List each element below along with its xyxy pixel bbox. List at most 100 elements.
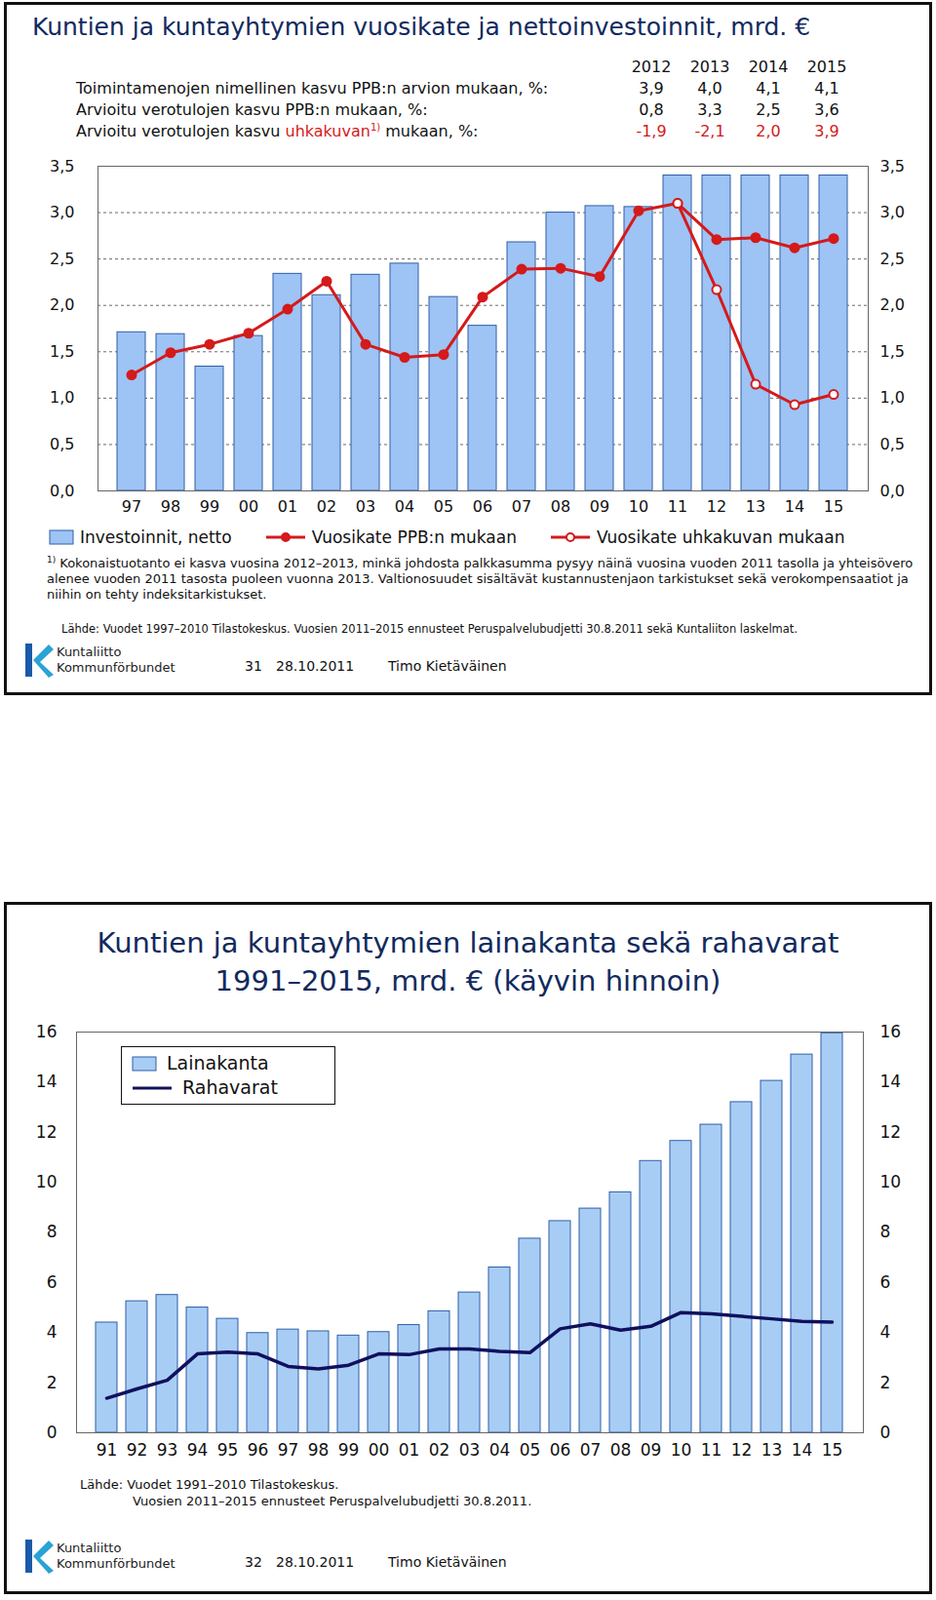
- svg-text:07: 07: [511, 497, 532, 516]
- svg-text:1,5: 1,5: [880, 342, 905, 361]
- html-text:Toimintamenojen nimellinen kas: Toimintamenojen nimellinen kasvu PPB:n a…: [76, 78, 549, 98]
- svg-text:4: 4: [880, 1322, 892, 1342]
- svg-text:00: 00: [368, 1440, 390, 1460]
- html-text:Arvioitu verotulojen kasvu uhk: Arvioitu verotulojen kasvu uhkakuvan1)mu…: [76, 121, 479, 141]
- svg-text:2: 2: [880, 1372, 892, 1393]
- html-text:1991–2015, mrd. € (käyvin hinn: 1991–2015, mrd. € (käyvin hinnoin): [215, 964, 721, 998]
- svg-text:2,5: 2,5: [880, 249, 905, 269]
- html-text:-2,1: -2,1: [694, 121, 726, 141]
- svg-text:16: 16: [880, 1021, 902, 1042]
- svg-text:02: 02: [316, 497, 337, 516]
- svg-text:0,5: 0,5: [880, 434, 905, 454]
- svg-text:06: 06: [549, 1440, 572, 1460]
- svg-text:12: 12: [731, 1440, 753, 1460]
- svg-text:12: 12: [880, 1122, 902, 1142]
- html-text:2,0: 2,0: [755, 121, 781, 141]
- svg-text:6: 6: [880, 1272, 892, 1292]
- svg-text:14: 14: [784, 497, 805, 516]
- html-text:2013: 2013: [689, 57, 730, 77]
- html-text:3,9: 3,9: [638, 78, 664, 98]
- svg-text:97: 97: [277, 1440, 300, 1460]
- html-text:-1,9: -1,9: [636, 121, 667, 141]
- svg-text:04: 04: [394, 497, 415, 516]
- svg-text:92: 92: [126, 1440, 149, 1460]
- svg-text:0,0: 0,0: [880, 481, 905, 501]
- svg-text:02: 02: [429, 1440, 451, 1460]
- svg-text:98: 98: [160, 497, 181, 516]
- svg-text:1,5: 1,5: [49, 342, 75, 361]
- html-text:Kuntien ja kuntayhtymien laina: Kuntien ja kuntayhtymien lainakanta sekä…: [97, 926, 839, 960]
- html-text:Rahavarat: Rahavarat: [182, 1076, 278, 1098]
- html-text:Lainakanta: Lainakanta: [166, 1052, 269, 1074]
- svg-text:10: 10: [880, 1171, 902, 1192]
- svg-text:3,5: 3,5: [49, 156, 75, 176]
- svg-text:2: 2: [46, 1372, 58, 1393]
- svg-text:95: 95: [217, 1440, 239, 1460]
- svg-text:14: 14: [36, 1071, 58, 1092]
- svg-text:08: 08: [550, 497, 571, 516]
- svg-text:98: 98: [308, 1440, 330, 1460]
- svg-text:03: 03: [459, 1440, 481, 1460]
- svg-text:07: 07: [580, 1440, 602, 1460]
- svg-text:10: 10: [628, 497, 649, 516]
- svg-text:16: 16: [36, 1021, 58, 1042]
- svg-text:91: 91: [96, 1440, 118, 1460]
- svg-text:0,5: 0,5: [49, 434, 75, 454]
- svg-text:0,0: 0,0: [49, 481, 75, 501]
- svg-text:3,0: 3,0: [49, 202, 75, 222]
- svg-text:05: 05: [519, 1440, 542, 1460]
- svg-text:09: 09: [589, 497, 610, 516]
- svg-text:3,0: 3,0: [880, 202, 905, 222]
- svg-text:96: 96: [247, 1440, 270, 1460]
- svg-text:8: 8: [880, 1221, 892, 1242]
- svg-text:09: 09: [640, 1440, 663, 1460]
- html-text:2012: 2012: [631, 57, 672, 77]
- svg-text:94: 94: [187, 1440, 209, 1460]
- svg-text:13: 13: [745, 497, 766, 516]
- svg-text:14: 14: [791, 1440, 814, 1460]
- svg-text:3,5: 3,5: [880, 156, 905, 176]
- svg-text:01: 01: [398, 1440, 421, 1460]
- svg-text:03: 03: [355, 497, 376, 516]
- svg-text:8: 8: [46, 1221, 58, 1242]
- svg-text:11: 11: [667, 497, 688, 516]
- svg-text:4: 4: [46, 1322, 58, 1342]
- svg-text:15: 15: [823, 497, 844, 516]
- svg-text:1,0: 1,0: [880, 388, 905, 407]
- svg-text:2,0: 2,0: [880, 295, 905, 314]
- html-text:1) Kokonaistuotanto ei kasva v: 1) Kokonaistuotanto ei kasva vuosina 201…: [46, 554, 913, 602]
- svg-text:0: 0: [46, 1422, 58, 1443]
- html-text:4,1: 4,1: [755, 78, 781, 98]
- html-text:2015: 2015: [806, 57, 847, 77]
- svg-text:1,0: 1,0: [49, 388, 75, 407]
- svg-text:0: 0: [880, 1422, 892, 1443]
- svg-text:13: 13: [761, 1440, 783, 1460]
- svg-text:15: 15: [821, 1440, 844, 1460]
- svg-text:01: 01: [277, 497, 298, 516]
- html-text:Investoinnit, netto: Investoinnit, netto: [79, 527, 232, 547]
- svg-text:93: 93: [156, 1440, 179, 1460]
- svg-text:06: 06: [472, 497, 493, 516]
- svg-text:04: 04: [489, 1440, 511, 1460]
- svg-text:05: 05: [433, 497, 454, 516]
- html-text:3,9: 3,9: [814, 121, 840, 141]
- svg-text:2,5: 2,5: [49, 249, 75, 269]
- svg-text:11: 11: [701, 1440, 723, 1460]
- html-text:Kuntien ja kuntayhtymien vuosi: Kuntien ja kuntayhtymien vuosikate ja ne…: [32, 12, 811, 41]
- html-text:Vuosikate PPB:n mukaan: Vuosikate PPB:n mukaan: [311, 527, 517, 547]
- svg-text:10: 10: [670, 1440, 693, 1460]
- svg-text:12: 12: [706, 497, 727, 516]
- html-text:4,0: 4,0: [697, 78, 723, 98]
- svg-text:99: 99: [338, 1440, 360, 1460]
- svg-text:10: 10: [36, 1171, 58, 1192]
- svg-text:2,0: 2,0: [49, 295, 75, 314]
- svg-text:99: 99: [199, 497, 220, 516]
- svg-text:6: 6: [46, 1272, 58, 1292]
- svg-text:00: 00: [238, 497, 259, 516]
- svg-text:12: 12: [36, 1122, 58, 1142]
- svg-text:08: 08: [610, 1440, 632, 1460]
- html-text:4,1: 4,1: [814, 78, 840, 98]
- svg-text:97: 97: [121, 497, 142, 516]
- html-text:2014: 2014: [748, 57, 789, 77]
- svg-text:14: 14: [880, 1071, 902, 1092]
